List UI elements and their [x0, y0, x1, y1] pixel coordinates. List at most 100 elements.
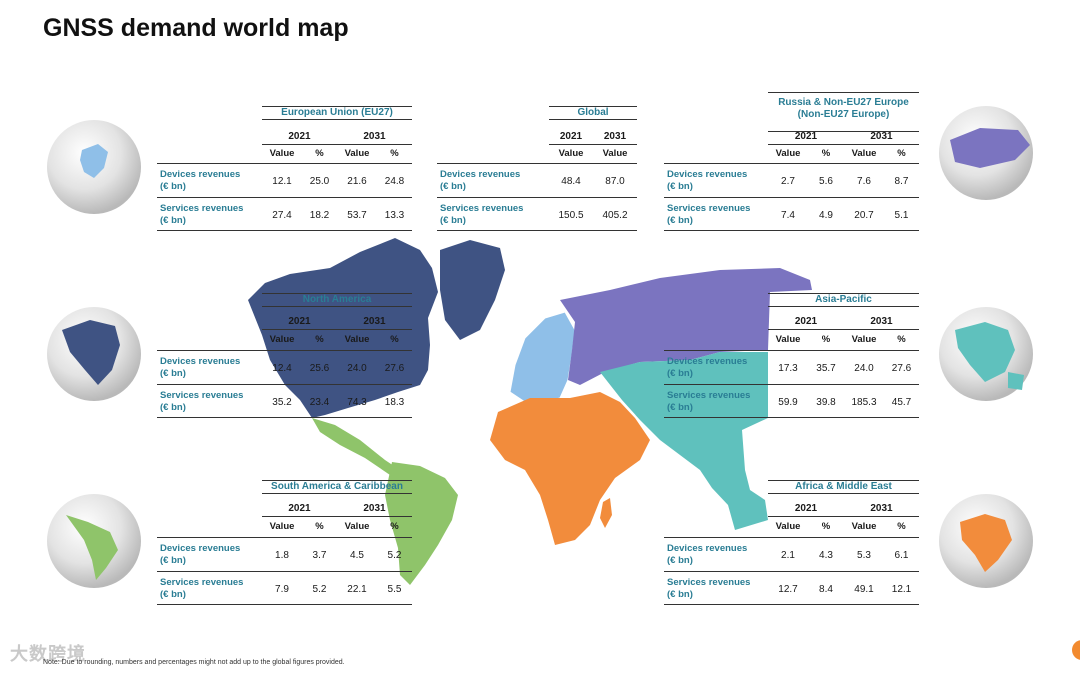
row-label-devices: Devices revenues (€ bn)	[667, 543, 748, 566]
year-2021: 2021	[549, 130, 593, 145]
cell: 12.1	[272, 176, 292, 187]
year-2031: 2031	[593, 130, 637, 145]
row-label-services: Services revenues (€ bn)	[667, 390, 751, 413]
row-label-devices: Devices revenues (€ bn)	[160, 356, 241, 379]
col-value: Value	[269, 148, 295, 159]
row-label-services: Services revenues (€ bn)	[160, 390, 244, 413]
year-2021: 2021	[262, 502, 337, 517]
row-label-devices: Devices revenues (€ bn)	[440, 169, 521, 192]
col-pct: %	[390, 521, 399, 532]
map-eu	[509, 311, 576, 405]
cell: 4.3	[819, 550, 833, 561]
cell: 27.6	[384, 363, 405, 374]
footnote: Note: Due to rounding, numbers and perce…	[43, 659, 345, 666]
cell: 1.8	[275, 550, 289, 561]
cell: 5.2	[312, 584, 327, 595]
col-value: Value	[602, 148, 628, 159]
region-title: Russia & Non-EU27 Europe (Non-EU27 Europe…	[768, 92, 919, 132]
col-value: Value	[269, 334, 295, 345]
cell: 20.7	[854, 210, 874, 221]
col-pct: %	[897, 334, 906, 345]
cell: 5.2	[387, 550, 402, 561]
cell: 8.7	[894, 176, 909, 187]
col-pct: %	[821, 148, 831, 159]
globe-south-america	[47, 494, 141, 588]
cell: 87.0	[605, 176, 625, 187]
cell: 48.4	[561, 176, 581, 187]
map-greenland	[440, 240, 505, 340]
col-pct: %	[390, 334, 399, 345]
year-2031: 2031	[844, 502, 919, 517]
cell: 4.5	[350, 550, 364, 561]
cell: 405.2	[602, 210, 628, 221]
cell: 53.7	[347, 210, 367, 221]
cell: 5.3	[857, 550, 871, 561]
row-label-devices: Devices revenues (€ bn)	[667, 169, 748, 192]
col-pct: %	[897, 148, 906, 159]
cell: 59.9	[778, 397, 798, 408]
cell: 5.1	[894, 210, 909, 221]
cell: 27.4	[272, 210, 292, 221]
cell: 4.9	[819, 210, 833, 221]
cell: 18.3	[384, 397, 405, 408]
cell: 185.3	[851, 397, 877, 408]
col-value: Value	[344, 148, 370, 159]
region-title: Africa & Middle East	[768, 480, 919, 494]
row-label-devices: Devices revenues (€ bn)	[160, 169, 241, 192]
cell: 39.8	[816, 397, 836, 408]
cell: 13.3	[384, 210, 405, 221]
col-pct: %	[821, 334, 831, 345]
cell: 22.1	[347, 584, 367, 595]
year-2021: 2021	[262, 315, 337, 330]
col-value: Value	[558, 148, 584, 159]
region-title: European Union (EU27)	[262, 106, 412, 120]
cell: 23.4	[309, 397, 330, 408]
col-pct: %	[315, 521, 324, 532]
cell: 17.3	[778, 363, 798, 374]
cell: 18.2	[309, 210, 330, 221]
cell: 7.4	[781, 210, 795, 221]
cell: 24.0	[347, 363, 367, 374]
year-2031: 2031	[844, 130, 919, 145]
row-label-devices: Devices revenues (€ bn)	[667, 356, 748, 379]
col-value: Value	[851, 334, 877, 345]
cell: 12.4	[272, 363, 292, 374]
col-value: Value	[344, 334, 370, 345]
cell: 49.1	[854, 584, 874, 595]
cell: 12.1	[891, 584, 912, 595]
cell: 35.2	[272, 397, 292, 408]
row-label-services: Services revenues (€ bn)	[667, 203, 751, 226]
cell: 7.6	[857, 176, 871, 187]
year-2031: 2031	[337, 130, 412, 145]
map-asia-pacific	[600, 352, 768, 530]
col-pct: %	[897, 521, 906, 532]
cell: 150.5	[558, 210, 584, 221]
corner-accent	[1072, 640, 1080, 660]
col-pct: %	[315, 148, 324, 159]
year-2031: 2031	[337, 502, 412, 517]
col-value: Value	[851, 148, 877, 159]
col-value: Value	[775, 521, 801, 532]
cell: 24.0	[854, 363, 874, 374]
cell: 5.5	[387, 584, 402, 595]
cell: 12.7	[778, 584, 798, 595]
map-central-america	[312, 418, 400, 475]
col-pct: %	[390, 148, 399, 159]
map-madagascar	[600, 498, 612, 528]
cell: 25.6	[309, 363, 330, 374]
globe-asia-pacific	[939, 307, 1033, 401]
region-title: North America	[262, 293, 412, 307]
map-africa-me	[490, 392, 650, 545]
globe-north-america	[47, 307, 141, 401]
cell: 8.4	[819, 584, 833, 595]
page-title: GNSS demand world map	[43, 14, 349, 42]
col-value: Value	[269, 521, 295, 532]
cell: 21.6	[347, 176, 367, 187]
cell: 2.1	[781, 550, 795, 561]
cell: 7.9	[275, 584, 289, 595]
cell: 74.3	[347, 397, 367, 408]
globe-russia	[939, 106, 1033, 200]
col-pct: %	[315, 334, 324, 345]
watermark: 大数跨境	[10, 644, 86, 664]
